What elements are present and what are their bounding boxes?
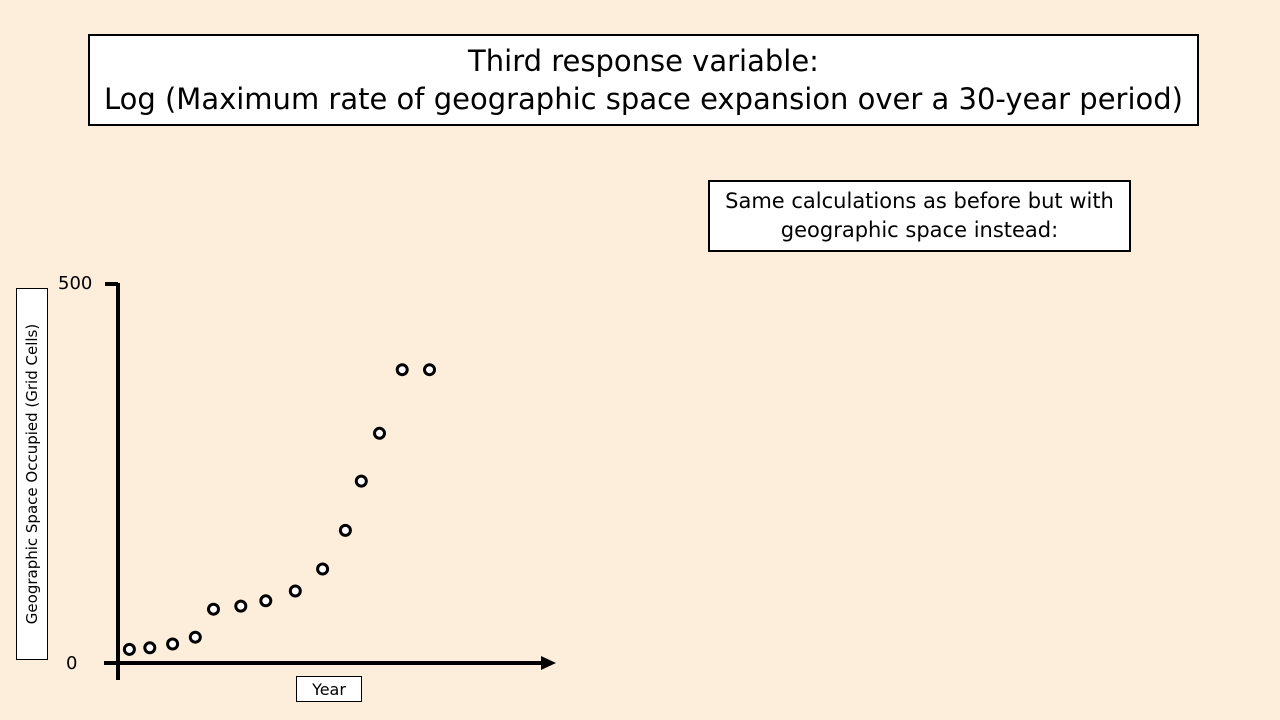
title-line-1: Third response variable: [468,44,819,78]
data-point-4 [188,630,202,644]
data-point-12 [373,426,386,440]
y-tick-label-max: 500 [58,273,93,294]
y-tick-label-min: 0 [66,653,78,674]
data-point-3 [166,637,180,651]
data-point-7 [259,594,273,608]
note-line-2: geographic space instead: [780,218,1059,242]
data-point-11 [354,474,368,488]
note-box: Same calculations as before but with geo… [708,180,1131,252]
title-box: Third response variable: Log (Maximum ra… [88,34,1199,126]
data-point-5 [207,602,220,616]
data-points [122,363,436,656]
title-line-2: Log (Maximum rate of geographic space ex… [103,82,1184,116]
data-point-10 [338,523,352,537]
data-point-2 [143,641,157,655]
x-axis-label: Year [312,679,346,699]
data-point-1 [122,642,136,656]
note-line-1: Same calculations as before but with [725,189,1114,213]
data-point-8 [288,584,302,598]
data-point-9 [316,562,330,576]
y-axis-label-box: Geographic Space Occupied (Grid Cells) [16,288,48,660]
x-axis-arrow-icon [541,656,556,670]
data-point-6 [234,599,248,613]
data-point-13 [395,363,409,377]
x-axis-label-box: Year [296,676,362,702]
data-point-14 [423,363,436,377]
